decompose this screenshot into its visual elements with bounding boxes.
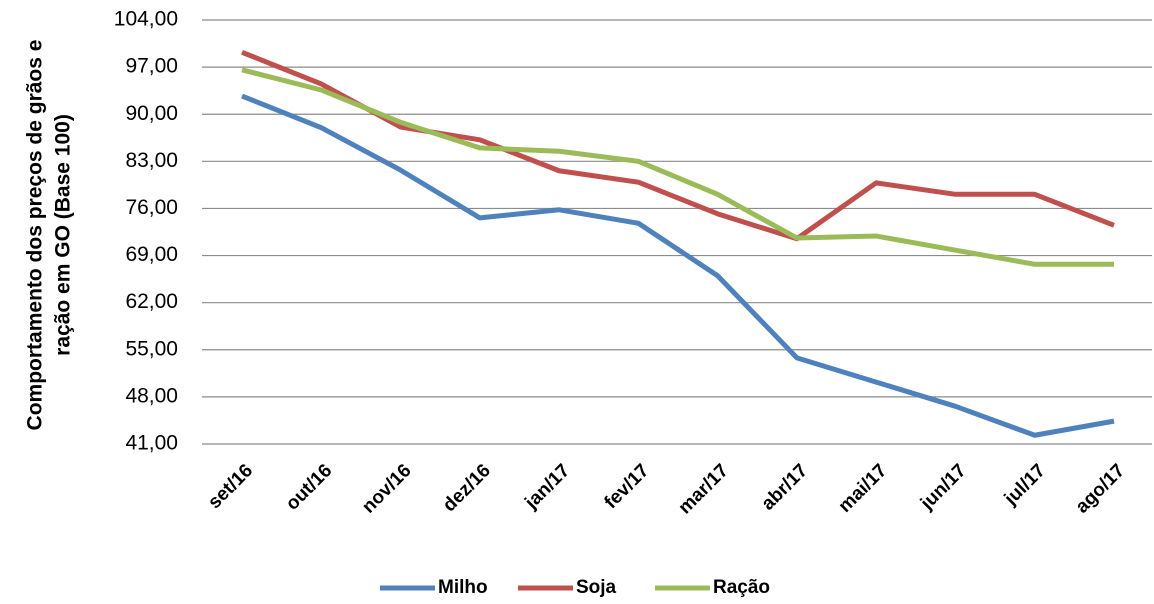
y-tick-label: 62,00 xyxy=(125,290,178,313)
x-tick-label: jan/17 xyxy=(521,460,575,514)
y-tick-label: 69,00 xyxy=(125,243,178,266)
x-tick-label: jun/17 xyxy=(916,460,970,514)
y-tick-label: 90,00 xyxy=(125,102,178,125)
x-tick-label: ago/17 xyxy=(1072,460,1129,517)
series-line xyxy=(241,67,1114,267)
y-tick-label: 83,00 xyxy=(125,149,178,172)
y-axis-title: Comportamento dos preços de grãos e xyxy=(24,40,47,431)
legend-label: Soja xyxy=(576,577,617,598)
series-line xyxy=(241,49,1115,242)
x-tick-label: jul/17 xyxy=(1000,460,1050,510)
y-axis-title: ração em GO (Base 100) xyxy=(52,114,75,356)
legend-label: Milho xyxy=(438,577,488,598)
x-tick-label: dez/16 xyxy=(439,460,495,516)
y-tick-label: 48,00 xyxy=(125,384,178,407)
y-tick-label: 104,00 xyxy=(114,8,178,31)
y-tick-label: 97,00 xyxy=(125,55,178,78)
series-line xyxy=(241,93,1115,438)
x-tick-label: fev/17 xyxy=(601,460,654,513)
y-tick-label: 76,00 xyxy=(125,196,178,219)
y-tick-label: 41,00 xyxy=(125,432,178,455)
x-tick-label: nov/16 xyxy=(358,460,415,517)
legend-label: Ração xyxy=(713,577,770,598)
x-tick-label: set/16 xyxy=(204,460,257,513)
y-tick-label: 55,00 xyxy=(125,337,178,360)
x-tick-label: mar/17 xyxy=(675,460,733,518)
x-tick-label: abr/17 xyxy=(758,460,812,514)
x-tick-label: mai/17 xyxy=(835,460,892,517)
x-tick-label: out/16 xyxy=(282,460,336,514)
